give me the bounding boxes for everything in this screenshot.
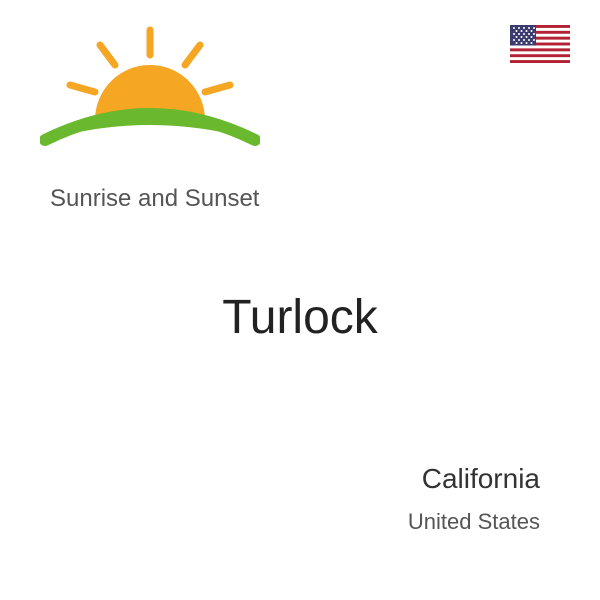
us-flag-svg xyxy=(510,25,570,63)
us-flag-icon xyxy=(510,25,570,63)
sunrise-logo xyxy=(40,20,260,180)
country-name: United States xyxy=(408,509,540,535)
site-title: Sunrise and Sunset xyxy=(50,185,259,213)
sunrise-logo-svg xyxy=(40,20,260,180)
region-name: California xyxy=(422,463,540,495)
city-name: Turlock xyxy=(222,290,378,345)
